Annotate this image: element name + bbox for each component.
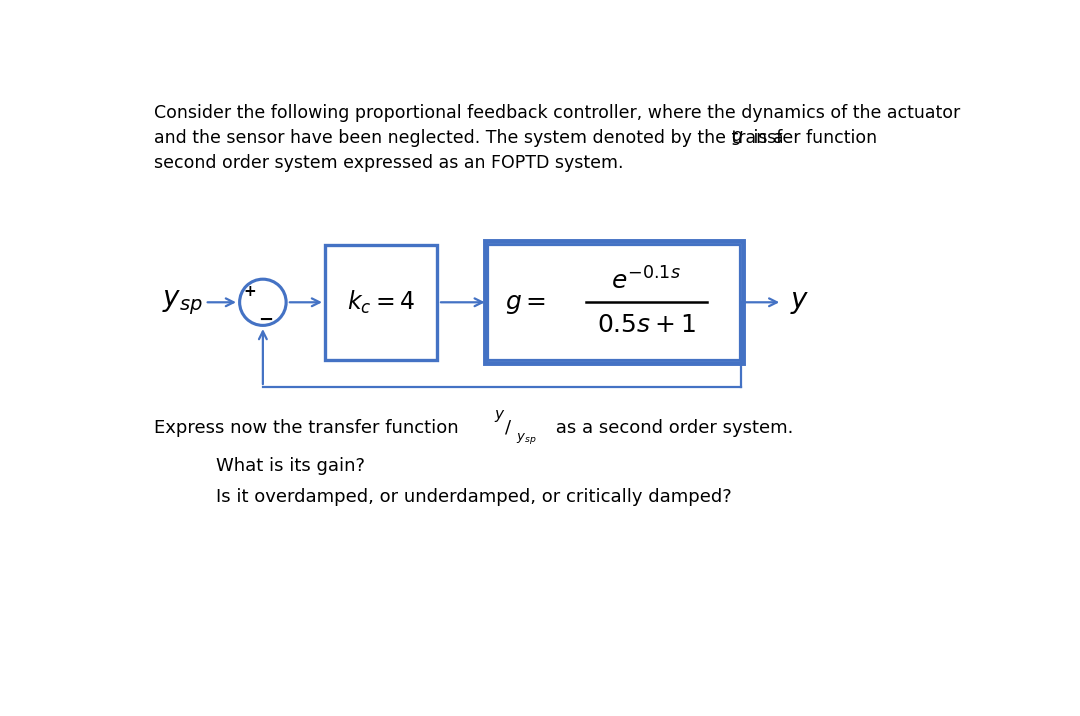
Text: Express now the transfer function: Express now the transfer function bbox=[154, 419, 464, 437]
Text: $g =$: $g =$ bbox=[504, 293, 545, 316]
Text: $0.5s + 1$: $0.5s + 1$ bbox=[596, 314, 696, 337]
Text: and the sensor have been neglected. The system denoted by the transfer function: and the sensor have been neglected. The … bbox=[154, 129, 883, 147]
Text: $y$: $y$ bbox=[494, 408, 505, 424]
Bar bbox=[485, 241, 743, 363]
Text: Is it overdamped, or underdamped, or critically damped?: Is it overdamped, or underdamped, or cri… bbox=[216, 488, 732, 506]
Text: second order system expressed as an FOPTD system.: second order system expressed as an FOPT… bbox=[154, 154, 624, 172]
Text: $y_{sp}$: $y_{sp}$ bbox=[162, 288, 203, 316]
Text: is a: is a bbox=[748, 129, 784, 147]
Text: $g$: $g$ bbox=[730, 129, 743, 147]
Text: as a second order system.: as a second order system. bbox=[550, 419, 793, 437]
Text: $k_c = 4$: $k_c = 4$ bbox=[347, 289, 415, 316]
Text: −: − bbox=[258, 311, 273, 329]
Bar bbox=[325, 245, 437, 360]
Text: Consider the following proportional feedback controller, where the dynamics of t: Consider the following proportional feed… bbox=[154, 105, 960, 122]
Text: $e^{-0.1s}$: $e^{-0.1s}$ bbox=[611, 267, 681, 294]
Text: What is its gain?: What is its gain? bbox=[216, 458, 365, 475]
Text: $y$: $y$ bbox=[789, 289, 809, 316]
Text: $y_{sp}$: $y_{sp}$ bbox=[516, 432, 537, 447]
Text: /: / bbox=[505, 419, 511, 437]
Text: +: + bbox=[244, 284, 256, 299]
Bar bbox=[488, 245, 740, 360]
